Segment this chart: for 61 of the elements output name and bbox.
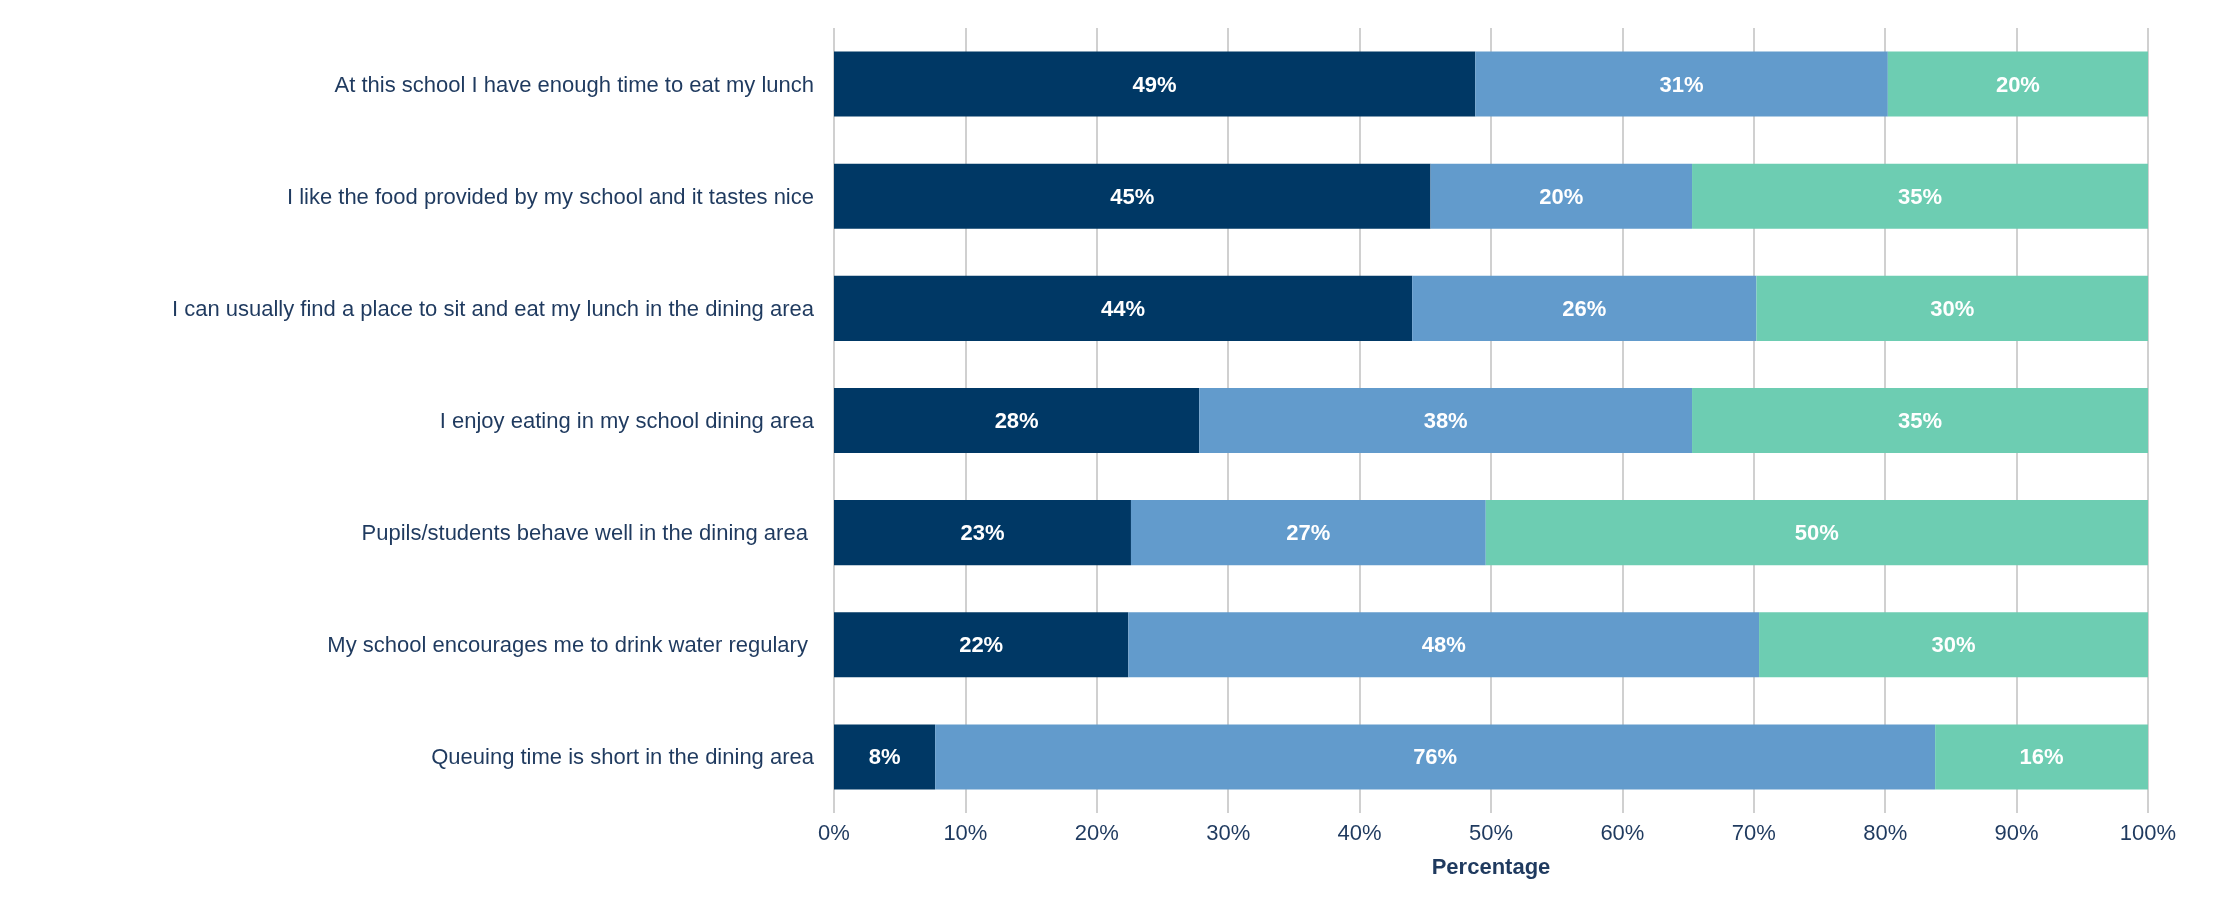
data-label: 48% xyxy=(1421,632,1466,658)
data-label: 35% xyxy=(1898,408,1943,433)
y-tick-label: Pupils/students behave well in the dining area xyxy=(361,520,814,546)
data-label: 76% xyxy=(1413,744,1458,770)
bar xyxy=(834,163,1431,229)
data-label: 45% xyxy=(1110,183,1155,209)
x-axis-title: Percentage xyxy=(1431,853,1551,879)
bar xyxy=(834,275,1413,341)
y-tick-label: I can usually find a place to sit and eat my lunch in the dining area xyxy=(171,295,815,321)
data-label: 44% xyxy=(1101,295,1146,321)
x-tick-label: 10% xyxy=(943,819,988,845)
bar xyxy=(1692,387,2148,454)
data-label: 31% xyxy=(1659,71,1704,97)
x-tick-label: 30% xyxy=(1206,819,1251,845)
x-tick-label: 60% xyxy=(1600,819,1645,845)
bar xyxy=(1475,51,1888,117)
bar xyxy=(1128,612,1760,678)
data-label: 26% xyxy=(1562,295,1607,321)
bar xyxy=(834,387,1200,454)
x-tick-label: 40% xyxy=(1337,819,1382,845)
bar xyxy=(1887,51,2148,117)
x-tick-label: 90% xyxy=(1994,819,2039,845)
data-label: 16% xyxy=(2019,744,2064,770)
x-tick-label: 100% xyxy=(2119,819,2177,845)
y-tick-label: Queuing time is short in the dining area xyxy=(431,744,815,770)
bar xyxy=(1756,275,2148,341)
bar xyxy=(1130,500,1486,566)
x-tick-label: 0% xyxy=(818,819,850,845)
data-label: 49% xyxy=(1132,71,1177,97)
data-label: 38% xyxy=(1423,408,1468,433)
y-tick-label: I like the food provided by my school and it tastes nice xyxy=(286,183,814,209)
bar xyxy=(1199,387,1693,454)
data-label: 30% xyxy=(1931,632,1976,658)
data-label: 23% xyxy=(960,520,1005,546)
data-label: 35% xyxy=(1898,183,1943,209)
data-label: 8% xyxy=(868,744,901,770)
data-label: 50% xyxy=(1794,520,1839,546)
y-tick-label: At this school I have enough time to eat my lunch xyxy=(334,71,814,97)
bar xyxy=(1430,163,1693,229)
y-tick-label: My school encourages me to drink water regulary xyxy=(327,632,814,658)
x-tick-label: 70% xyxy=(1731,819,1776,845)
bar xyxy=(1692,163,2148,229)
y-tick-label: I enjoy eating in my school dining area xyxy=(439,408,815,433)
x-tick-label: 80% xyxy=(1863,819,1908,845)
bar xyxy=(834,724,936,790)
x-tick-label: 20% xyxy=(1074,819,1119,845)
data-label: 27% xyxy=(1286,520,1331,546)
bar xyxy=(834,500,1131,566)
data-label: 20% xyxy=(1539,183,1584,209)
data-label: 20% xyxy=(1995,71,2040,97)
bar xyxy=(1412,275,1757,341)
data-label: 28% xyxy=(994,408,1039,433)
bar xyxy=(935,724,1936,790)
data-label: 30% xyxy=(1930,295,1975,321)
bar xyxy=(834,612,1129,678)
bar xyxy=(1485,500,2148,566)
bar xyxy=(1759,612,2148,678)
bar xyxy=(834,51,1476,117)
x-tick-label: 50% xyxy=(1468,819,1514,845)
data-label: 22% xyxy=(959,632,1004,658)
bar xyxy=(1935,724,2148,790)
